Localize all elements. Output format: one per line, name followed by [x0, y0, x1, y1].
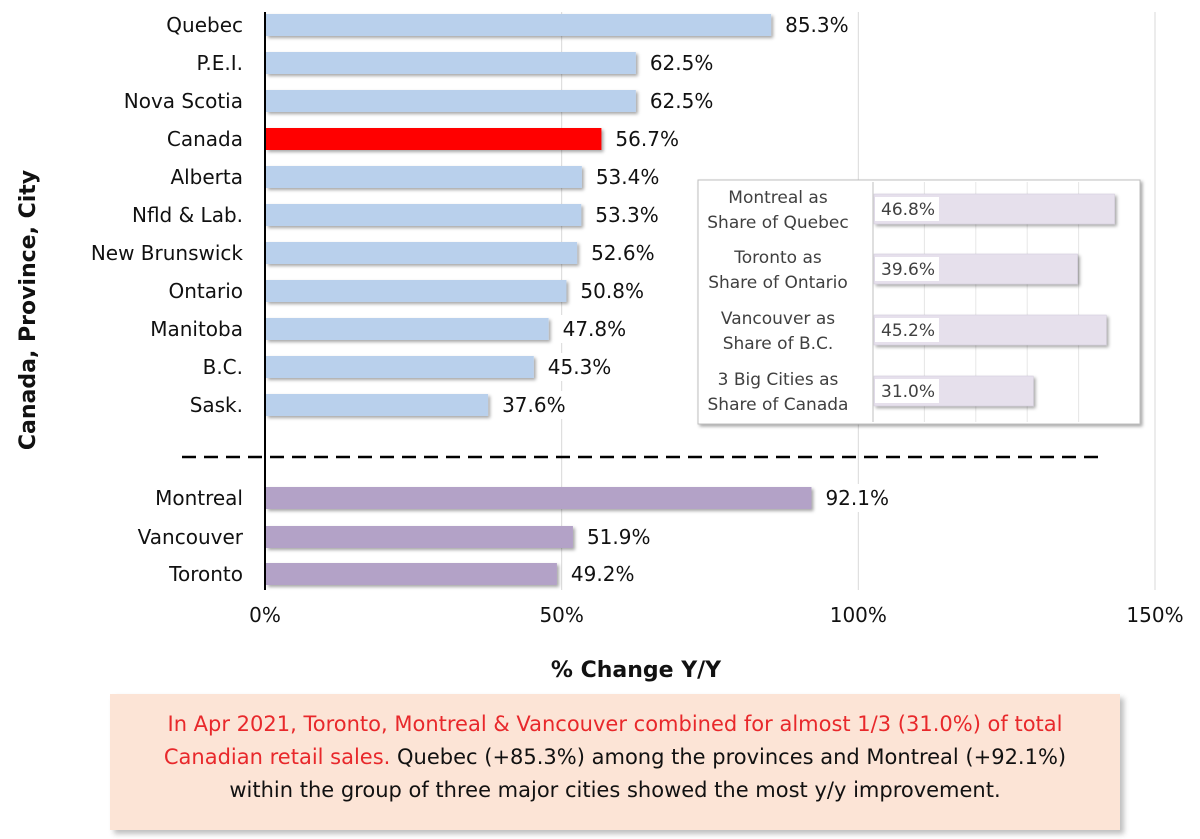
value-label-nfld-lab: 53.3% — [595, 203, 659, 227]
x-tick-label: 100% — [830, 603, 887, 627]
value-label-bg — [556, 315, 627, 343]
note-black-text: Quebec (+85.3%) among the provinces and … — [229, 745, 1067, 802]
value-label-ontario: 50.8% — [580, 279, 644, 303]
bar-nfld-lab — [266, 204, 582, 226]
inset-value-label: 31.0% — [881, 382, 935, 402]
category-label-nfld-lab: Nfld & Lab. — [132, 203, 243, 227]
inset-value-label: 39.6% — [881, 260, 935, 280]
value-label-bg — [585, 239, 656, 267]
x-tick-label: 50% — [539, 603, 583, 627]
category-label-alberta: Alberta — [170, 165, 243, 189]
x-axis-title: % Change Y/Y — [551, 658, 722, 683]
value-label-new-brunswick: 52.6% — [591, 241, 655, 265]
category-label-new-brunswick: New Brunswick — [91, 241, 244, 265]
bar-montreal — [266, 487, 812, 509]
category-label-montreal: Montreal — [155, 486, 243, 510]
inset-category-label: Vancouver as — [721, 309, 835, 329]
note-red-text: In Apr 2021, Toronto, Montreal & Vancouv… — [163, 712, 1063, 769]
value-label-bg — [574, 277, 645, 305]
inset-value-bg — [875, 197, 939, 221]
inset-value-label: 46.8% — [881, 200, 935, 220]
value-label-vancouver: 51.9% — [587, 525, 651, 549]
value-label-canada: 56.7% — [615, 127, 679, 151]
value-labels: 85.3% 62.5% 62.5% 56.7% 53.4% 53.3% 52.6% 50.8%… — [496, 11, 890, 588]
bar-new-brunswick — [266, 242, 578, 264]
category-label-b-c: B.C. — [203, 355, 243, 379]
bar-p-e-i — [266, 52, 636, 74]
inset-category-label: 3 Big Cities as — [718, 370, 839, 390]
category-label-manitoba: Manitoba — [150, 317, 243, 341]
value-label-toronto: 49.2% — [571, 562, 635, 586]
category-label-sask: Sask. — [190, 393, 243, 417]
x-tick-label: 150% — [1126, 603, 1183, 627]
bar-alberta — [266, 166, 582, 188]
inset-value-bg — [875, 257, 939, 281]
value-label-bg — [541, 353, 612, 381]
bar-ontario — [266, 280, 567, 302]
category-labels: Quebec P.E.I. Nova Scotia Canada Alberta Nfld… — [91, 13, 244, 586]
inset-category-label: Share of Quebec — [707, 213, 848, 233]
value-label-bg — [589, 163, 660, 191]
category-label-p-e-i: P.E.I. — [196, 51, 243, 75]
x-tick-labels: 0% 50% 100% 150% — [249, 603, 1183, 627]
value-label-bg — [643, 49, 714, 77]
value-label-sask: 37.6% — [502, 393, 566, 417]
bar-manitoba — [266, 318, 549, 340]
bar-b-c — [266, 356, 534, 378]
note-box: In Apr 2021, Toronto, Montreal & Vancouv… — [110, 694, 1120, 830]
bar-nova-scotia — [266, 90, 636, 112]
value-label-nova-scotia: 62.5% — [650, 89, 714, 113]
category-label-quebec: Quebec — [166, 13, 243, 37]
value-label-bg — [496, 391, 567, 419]
inset-value-label: 45.2% — [881, 321, 935, 341]
value-label-bg — [779, 11, 850, 39]
category-label-nova-scotia: Nova Scotia — [124, 89, 243, 113]
inset-category-label: Toronto as — [733, 248, 822, 268]
category-label-ontario: Ontario — [168, 279, 243, 303]
value-label-quebec: 85.3% — [785, 13, 849, 37]
value-label-bg — [643, 87, 714, 115]
value-label-bg — [589, 201, 660, 229]
bar-canada — [266, 128, 602, 150]
value-label-b-c: 45.3% — [548, 355, 612, 379]
x-tick-label: 0% — [249, 603, 281, 627]
value-label-bg — [580, 523, 651, 551]
value-label-bg — [609, 125, 680, 153]
inset-chart: Montreal as Share of Quebec 46.8% Toronto a… — [697, 179, 1141, 425]
inset-category-label: Share of B.C. — [723, 334, 834, 354]
value-label-alberta: 53.4% — [596, 165, 660, 189]
bar-sask — [266, 394, 489, 416]
inset-category-label: Montreal as — [728, 188, 828, 208]
inset-value-bg — [875, 379, 939, 403]
category-label-vancouver: Vancouver — [138, 525, 244, 549]
value-label-p-e-i: 62.5% — [650, 51, 714, 75]
bar-quebec — [266, 14, 772, 36]
value-label-bg — [564, 560, 635, 588]
bars-group — [266, 14, 812, 585]
inset-category-label: Share of Ontario — [708, 273, 848, 293]
inset-value-bg — [875, 318, 939, 342]
value-label-bg — [819, 484, 890, 512]
category-label-canada: Canada — [167, 127, 243, 151]
chart-area: Quebec P.E.I. Nova Scotia Canada Alberta Nfld… — [16, 11, 1184, 683]
value-label-montreal: 92.1% — [825, 486, 889, 510]
category-label-toronto: Toronto — [168, 562, 243, 586]
y-axis-title: Canada, Province, City — [16, 170, 41, 450]
bar-toronto — [266, 563, 557, 585]
inset-category-label: Share of Canada — [708, 395, 849, 415]
value-label-manitoba: 47.8% — [563, 317, 627, 341]
bar-vancouver — [266, 526, 573, 548]
